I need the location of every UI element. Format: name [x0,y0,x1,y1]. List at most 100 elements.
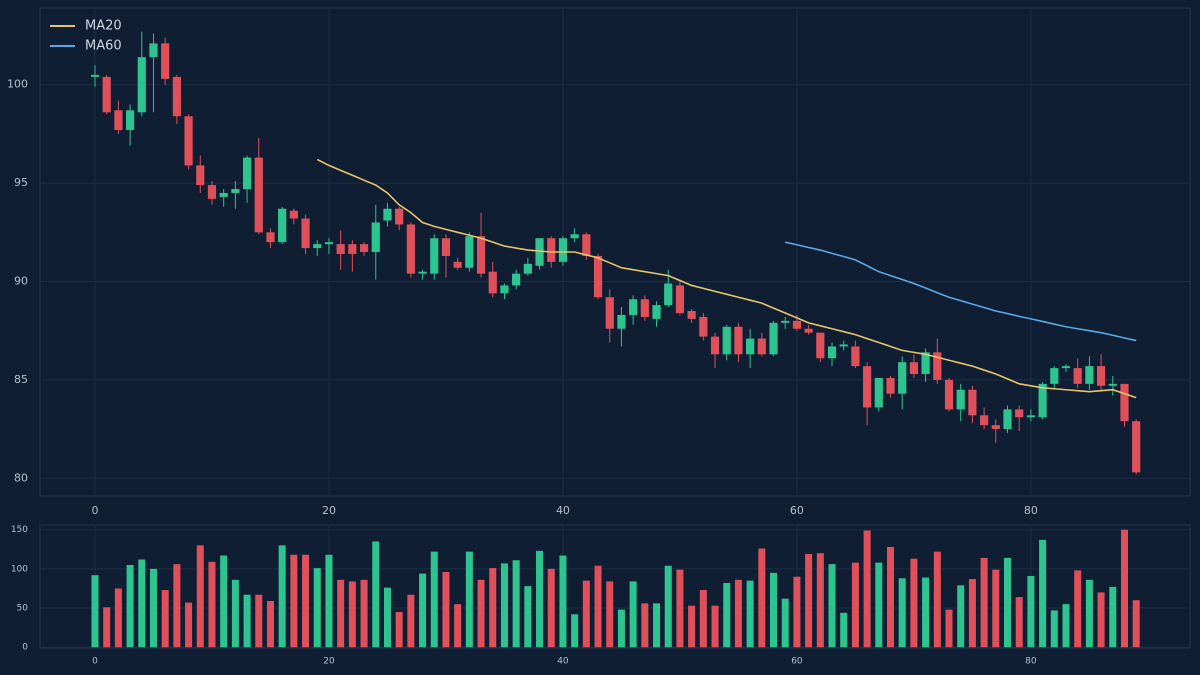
volume-bar [957,585,965,648]
volume-bar [138,559,146,648]
volume-bar [770,572,778,648]
volume-bar [875,562,883,648]
candle-body [652,305,661,319]
volume-bar [383,587,391,648]
price-panel [39,7,1191,497]
candle-body [898,362,907,394]
volume-bar [629,581,637,648]
volume-bar [1097,592,1105,648]
candle-body [348,244,357,254]
y-tick-label: 100 [7,78,28,91]
candle-body [231,189,240,193]
x-tick-label: 0 [91,504,98,517]
candle-body [523,263,532,274]
x-tick-label: 40 [557,657,569,667]
candle-body [184,116,193,166]
volume-bar [886,546,895,648]
volume-bar [664,565,672,648]
volume-bar [1074,570,1082,648]
volume-bar [149,568,157,648]
candle-body [851,346,860,367]
volume-bar [243,594,251,648]
candle-body [746,338,755,355]
candle-body [1132,421,1141,473]
volume-bar [419,573,427,648]
candle-body [804,328,813,333]
volume-bar [559,555,567,648]
volume-bar [641,603,649,648]
candle-body [991,425,1000,430]
candle-body [699,316,708,337]
volume-bar [360,579,368,648]
candle-body [535,238,544,266]
y-tick-label: 50 [17,604,29,614]
volume-bar [278,545,286,648]
candle-body [722,326,731,355]
volume-bar [1027,575,1035,648]
volume-bar [933,551,941,648]
candle-body [1120,383,1129,422]
candle-body [1050,368,1059,384]
volume-bar [863,530,871,648]
candle-body [289,210,298,219]
y-tick-label: 150 [11,525,28,535]
x-tick-label: 40 [556,504,570,517]
candle-body [687,311,696,319]
volume-bar [711,605,719,648]
volume-bar [898,578,906,648]
candle-body [453,261,462,268]
candle-body [605,297,614,329]
volume-bar [302,554,310,648]
volume-bar [536,550,544,648]
ma-line [316,158,1137,399]
volume-bar [1120,529,1128,648]
volume-bar [126,564,134,648]
volume-bar [1039,539,1047,648]
volume-bar [231,579,239,648]
volume-bar [173,564,181,648]
volume-bar [442,572,450,648]
candle-body [1038,383,1047,418]
volume-bar [851,562,859,648]
candle-body [863,366,872,408]
candle-body [301,218,310,249]
y-tick-label: 0 [22,643,28,653]
volume-bar [524,586,532,648]
volume-bar [992,569,1000,648]
volume-bar [746,580,754,648]
volume-bar [477,579,485,648]
candle-body [512,273,521,286]
volume-bar [699,590,707,648]
candle-body [617,314,626,329]
candle-body [547,238,556,262]
volume-bar [840,612,848,648]
y-tick-label: 85 [14,373,28,386]
volume-bar [723,582,731,648]
volume-bar [266,600,274,648]
legend-label: MA60 [85,39,122,54]
candle-body [313,244,322,249]
volume-bar [161,590,169,648]
volume-bar [372,541,380,648]
candle-body [640,299,649,317]
candle-body [90,74,100,77]
volume-bar [500,563,508,648]
candle-body [558,238,568,262]
candle-body [582,234,591,256]
x-tick-label: 20 [322,504,336,517]
candle-body [816,332,825,359]
candle-body [114,110,123,130]
volume-bar [91,575,99,648]
candle-body [769,322,778,355]
volume-bar [1132,600,1140,648]
candle-body [430,238,439,274]
candle-body [980,415,989,426]
volume-bar [1003,557,1012,648]
candle-body [254,157,263,233]
volume-bar [828,564,836,648]
y-tick-label: 100 [11,564,28,574]
volume-bar [922,577,930,648]
y-tick-label: 95 [14,176,28,189]
candle-body [278,208,287,243]
candle-body [196,165,205,186]
